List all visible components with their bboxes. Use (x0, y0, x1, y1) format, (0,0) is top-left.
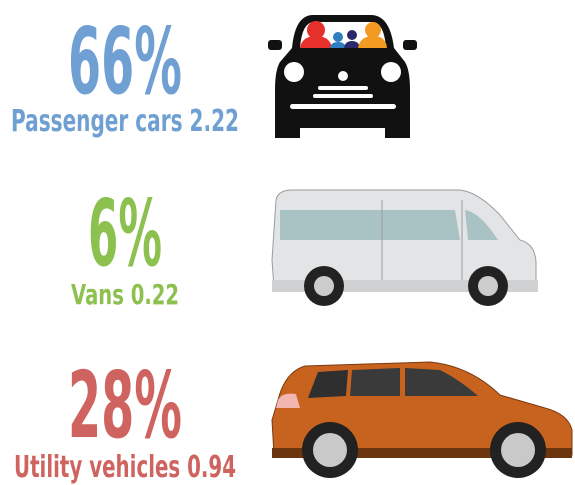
percent: 66% (68, 8, 182, 115)
percent: 28% (68, 352, 182, 459)
label: Passenger cars 2.22 (11, 104, 239, 139)
van-icon (272, 190, 538, 306)
label: Vans 0.22 (71, 278, 179, 311)
car-icon (268, 15, 417, 138)
infographic: 66% Passenger cars 2.22 6% Vans 0.22 28%… (0, 0, 575, 485)
percent: 6% (88, 180, 162, 287)
label: Utility vehicles 0.94 (14, 450, 236, 485)
suv-icon (272, 362, 572, 478)
page: 66% Passenger cars 2.22 6% Vans 0.22 28%… (0, 0, 575, 485)
